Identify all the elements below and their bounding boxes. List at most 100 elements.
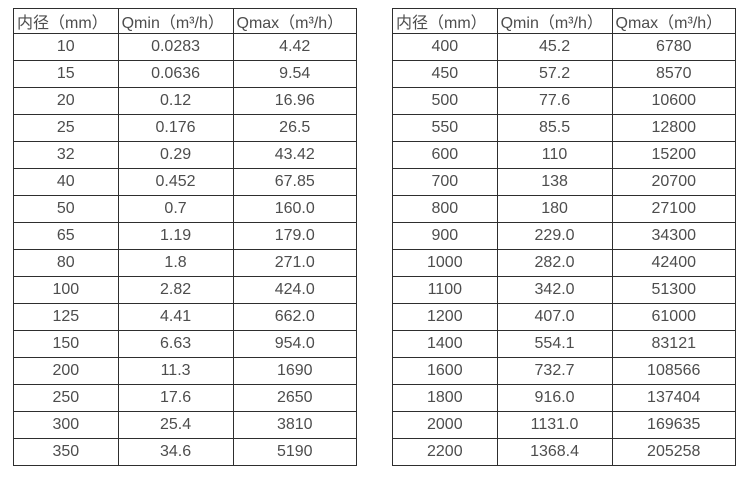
table-cell: 800 xyxy=(392,195,498,223)
table-cell: 450 xyxy=(392,60,498,88)
table-cell: 0.7 xyxy=(117,195,234,223)
table-cell: 32 xyxy=(13,141,119,169)
table-cell: 85.5 xyxy=(496,114,613,142)
table-row: 1200 407.0 61000 xyxy=(392,303,736,331)
table-cell: 1.19 xyxy=(117,222,234,250)
table-cell: 900 xyxy=(392,222,498,250)
table-cell: 1100 xyxy=(392,276,498,304)
table-cell: 0.452 xyxy=(117,168,234,196)
table-row: 65 1.19 179.0 xyxy=(13,222,357,250)
table-cell: 400 xyxy=(392,33,498,61)
table-row: 100 2.82 424.0 xyxy=(13,276,357,304)
table-cell: 3810 xyxy=(232,411,357,439)
table-cell: 300 xyxy=(13,411,119,439)
table-cell: 137404 xyxy=(611,384,736,412)
table-cell: 26.5 xyxy=(232,114,357,142)
table-cell: 250 xyxy=(13,384,119,412)
table-cell: 342.0 xyxy=(496,276,613,304)
table-cell: 12800 xyxy=(611,114,736,142)
table-cell: 83121 xyxy=(611,330,736,358)
table-row: 500 77.6 10600 xyxy=(392,87,736,115)
table-row: 450 57.2 8570 xyxy=(392,60,736,88)
table-cell: 40 xyxy=(13,168,119,196)
table-row: 600 110 15200 xyxy=(392,141,736,169)
table-cell: 10 xyxy=(13,33,119,61)
table-cell: 45.2 xyxy=(496,33,613,61)
table-cell: 6.63 xyxy=(117,330,234,358)
table-cell: 0.12 xyxy=(117,87,234,115)
table-cell: 662.0 xyxy=(232,303,357,331)
table-cell: 0.0283 xyxy=(117,33,234,61)
table-row: 200 11.3 1690 xyxy=(13,357,357,385)
table-cell: 20 xyxy=(13,87,119,115)
table-row: 800 180 27100 xyxy=(392,195,736,223)
table-row: 10 0.0283 4.42 xyxy=(13,33,357,61)
spec-tables-container: 内径（mm） Qmin（m³/h） Qmax（m³/h） 10 0.0283 4.42 1… xyxy=(13,8,736,466)
table-cell: 11.3 xyxy=(117,357,234,385)
table-cell: 51300 xyxy=(611,276,736,304)
table-cell: 57.2 xyxy=(496,60,613,88)
table-cell: 42400 xyxy=(611,249,736,277)
table-cell: 25.4 xyxy=(117,411,234,439)
table-cell: 4.42 xyxy=(232,33,357,61)
table-cell: 600 xyxy=(392,141,498,169)
table-cell: 1200 xyxy=(392,303,498,331)
table-cell: 424.0 xyxy=(232,276,357,304)
column-header: 内径（mm） xyxy=(392,8,498,34)
table-cell: 6780 xyxy=(611,33,736,61)
table-cell: 1368.4 xyxy=(496,438,613,466)
table-cell: 1600 xyxy=(392,357,498,385)
table-row: 150 6.63 954.0 xyxy=(13,330,357,358)
table-cell: 110 xyxy=(496,141,613,169)
table-cell: 0.176 xyxy=(117,114,234,142)
column-header: Qmax（m³/h） xyxy=(611,8,736,34)
flow-spec-table-large-diameters: 内径（mm） Qmin（m³/h） Qmax（m³/h） 400 45.2 6780 45… xyxy=(392,8,736,466)
table-cell: 169635 xyxy=(611,411,736,439)
table-cell: 1.8 xyxy=(117,249,234,277)
table-row: 550 85.5 12800 xyxy=(392,114,736,142)
table-row: 80 1.8 271.0 xyxy=(13,249,357,277)
table-cell: 407.0 xyxy=(496,303,613,331)
table-cell: 20700 xyxy=(611,168,736,196)
table-cell: 916.0 xyxy=(496,384,613,412)
table-cell: 179.0 xyxy=(232,222,357,250)
table-cell: 77.6 xyxy=(496,87,613,115)
table-cell: 205258 xyxy=(611,438,736,466)
table-cell: 1690 xyxy=(232,357,357,385)
table-cell: 1400 xyxy=(392,330,498,358)
table-cell: 16.96 xyxy=(232,87,357,115)
table-row: 1400 554.1 83121 xyxy=(392,330,736,358)
table-row: 700 138 20700 xyxy=(392,168,736,196)
table-cell: 732.7 xyxy=(496,357,613,385)
table-row: 2000 1131.0 169635 xyxy=(392,411,736,439)
table-cell: 80 xyxy=(13,249,119,277)
table-cell: 8570 xyxy=(611,60,736,88)
table-row: 40 0.452 67.85 xyxy=(13,168,357,196)
table-row: 900 229.0 34300 xyxy=(392,222,736,250)
table-cell: 954.0 xyxy=(232,330,357,358)
table-row: 15 0.0636 9.54 xyxy=(13,60,357,88)
table-row: 350 34.6 5190 xyxy=(13,438,357,466)
table-cell: 1000 xyxy=(392,249,498,277)
column-header: Qmin（m³/h） xyxy=(117,8,234,34)
flow-spec-table-small-diameters: 内径（mm） Qmin（m³/h） Qmax（m³/h） 10 0.0283 4.42 1… xyxy=(13,8,357,466)
table-cell: 67.85 xyxy=(232,168,357,196)
table-cell: 0.29 xyxy=(117,141,234,169)
table-cell: 34.6 xyxy=(117,438,234,466)
table-cell: 229.0 xyxy=(496,222,613,250)
column-header: Qmax（m³/h） xyxy=(232,8,357,34)
table-row: 32 0.29 43.42 xyxy=(13,141,357,169)
table-cell: 5190 xyxy=(232,438,357,466)
table-cell: 34300 xyxy=(611,222,736,250)
table-row: 1100 342.0 51300 xyxy=(392,276,736,304)
table-row: 25 0.176 26.5 xyxy=(13,114,357,142)
table-cell: 700 xyxy=(392,168,498,196)
table-cell: 61000 xyxy=(611,303,736,331)
table-cell: 25 xyxy=(13,114,119,142)
table-row: 1600 732.7 108566 xyxy=(392,357,736,385)
table-cell: 1800 xyxy=(392,384,498,412)
table-row: 300 25.4 3810 xyxy=(13,411,357,439)
table-row: 250 17.6 2650 xyxy=(13,384,357,412)
table-cell: 550 xyxy=(392,114,498,142)
